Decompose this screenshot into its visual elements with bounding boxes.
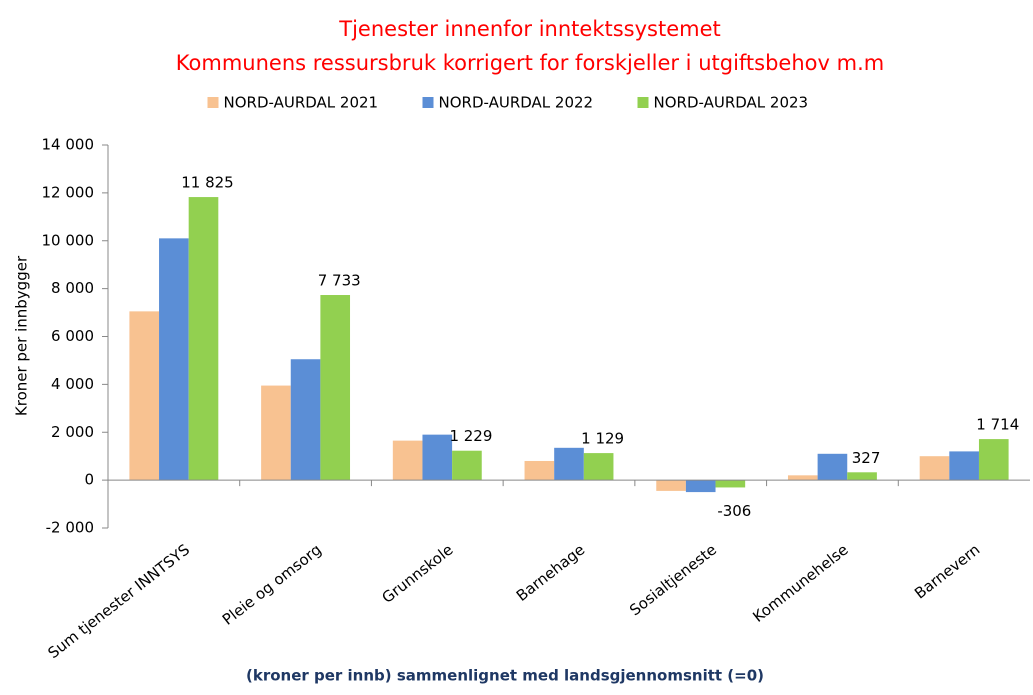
y-tick-label: -2 000 [46, 519, 94, 537]
x-tick-label: Sosialtjeneste [626, 541, 720, 620]
y-axis-label: Kroner per innbygger [13, 255, 31, 416]
y-tick-label: 12 000 [42, 183, 95, 201]
bar [524, 460, 555, 481]
y-tick-label: 14 000 [42, 136, 95, 154]
bar [978, 439, 1009, 481]
bar [583, 453, 614, 481]
bar [847, 472, 877, 481]
x-tick-label: Pleie og omsorg [219, 541, 325, 629]
legend-label: NORD-AURDAL 2022 [439, 94, 594, 112]
data-label: 327 [852, 449, 881, 467]
x-tick-label: Kommunehelse [749, 541, 851, 626]
bar [685, 480, 716, 493]
bar [715, 480, 746, 488]
data-label: 1 714 [976, 416, 1019, 434]
y-tick-label: 4 000 [51, 375, 94, 393]
bar [188, 197, 219, 481]
bar [817, 453, 848, 481]
y-tick-label: 0 [84, 471, 94, 489]
bar [320, 295, 351, 481]
x-tick-label: Barnehage [513, 541, 588, 605]
x-tick-label: Sum tjenester INNTSYS [44, 541, 193, 663]
data-label: 7 733 [318, 272, 361, 290]
bar [452, 450, 482, 481]
legend-swatch [207, 97, 219, 108]
data-label: 1 229 [449, 427, 492, 445]
bar [422, 434, 453, 481]
legend-swatch [422, 97, 434, 108]
x-tick-label: Grunnskole [379, 541, 457, 607]
chart-subtitle: Kommunens ressursbruk korrigert for fors… [176, 51, 884, 75]
legend-label: NORD-AURDAL 2023 [654, 94, 809, 112]
bar [392, 440, 423, 481]
y-tick-label: 10 000 [42, 231, 95, 249]
bar [290, 359, 321, 481]
data-label: 1 129 [581, 430, 624, 448]
x-axis-label: (kroner per innb) sammenlignet med lands… [246, 667, 764, 685]
bar [787, 475, 818, 481]
bar [129, 311, 160, 481]
bar [919, 456, 950, 481]
data-label: -306 [717, 502, 751, 520]
legend-label: NORD-AURDAL 2021 [224, 94, 379, 112]
bar [554, 447, 584, 481]
bar [949, 451, 979, 481]
y-tick-label: 6 000 [51, 327, 94, 345]
chart-title: Tjenester innenfor inntektssystemet [338, 17, 720, 41]
bar [159, 238, 189, 481]
y-tick-label: 8 000 [51, 279, 94, 297]
x-tick-label: Barnevern [911, 541, 983, 603]
legend-swatch [637, 97, 649, 108]
y-tick-label: 2 000 [51, 423, 94, 441]
bar [261, 385, 291, 481]
bar [656, 480, 686, 491]
data-label: 11 825 [181, 174, 234, 192]
